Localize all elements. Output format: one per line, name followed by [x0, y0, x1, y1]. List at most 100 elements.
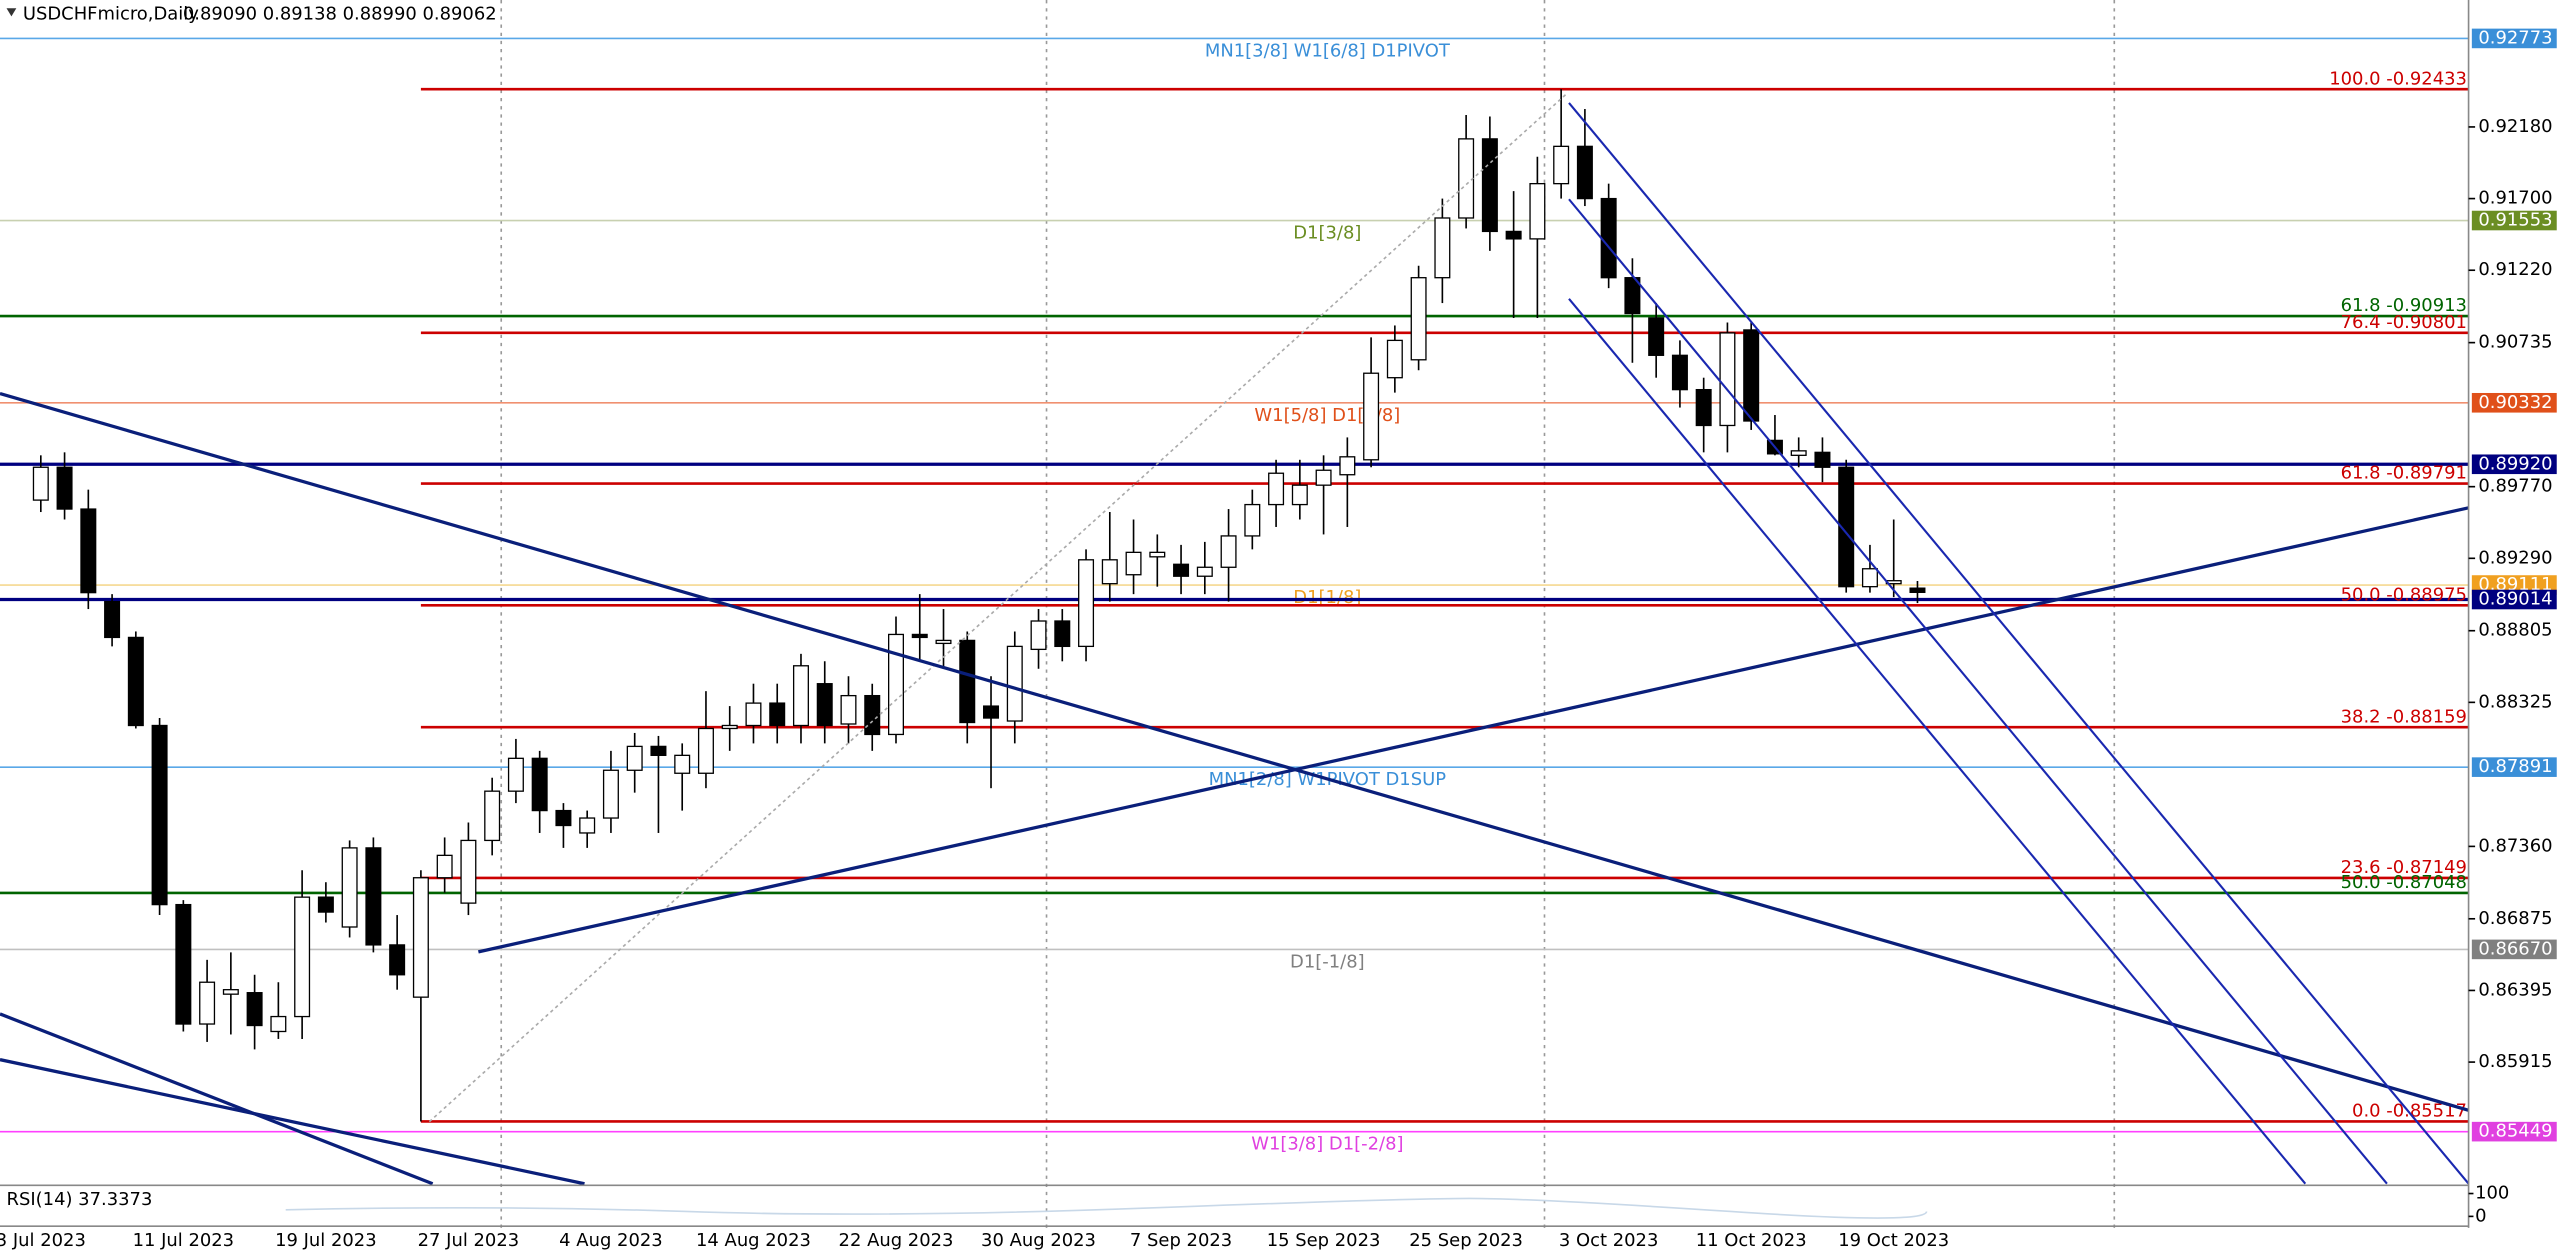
channel-line [1568, 102, 2470, 1185]
candle-body [294, 896, 311, 1018]
y-tick-label: 0.91220 [2478, 259, 2552, 280]
price-tag [2471, 454, 2557, 475]
candle-body [436, 854, 453, 879]
menu-icon [6, 8, 17, 17]
candle-body [531, 757, 548, 812]
y-tick-label: 0.87360 [2478, 835, 2552, 856]
candle-body [959, 639, 976, 724]
candle-body [626, 745, 643, 771]
channel-line [1568, 198, 2388, 1185]
candle-body [1814, 451, 1831, 468]
fib-label: 38.2 -0.88159 [2341, 706, 2467, 727]
y-tick-label: 0.89290 [2478, 547, 2552, 568]
x-tick-label: 15 Sep 2023 [1267, 1230, 1381, 1251]
candle-body [864, 694, 881, 736]
candle-body [1648, 317, 1665, 356]
fib-label: 76.4 -0.90801 [2341, 312, 2467, 333]
price-tag-label: 0.92773 [2478, 27, 2552, 48]
x-tick-label: 4 Aug 2023 [559, 1230, 663, 1251]
candle-body [1125, 551, 1142, 576]
fib-label: 61.8 -0.90913 [2341, 295, 2467, 316]
trendline [0, 1012, 434, 1186]
candle-body [1909, 587, 1926, 593]
candle-body [32, 466, 49, 501]
candle-body [199, 981, 216, 1025]
fib-label: 50.0 -0.88975 [2341, 585, 2467, 606]
candle-body [317, 896, 334, 913]
candle-body [983, 705, 1000, 719]
y-tick-label: 0.92180 [2478, 116, 2552, 137]
candle-body [1624, 277, 1641, 315]
candle-body [1196, 566, 1213, 577]
candle-body [1410, 277, 1427, 361]
candle-body [911, 633, 928, 639]
x-tick-label: 11 Jul 2023 [133, 1230, 235, 1251]
candle-body [1576, 145, 1593, 200]
y-tick-label: 0.88805 [2478, 620, 2552, 641]
candle-body [1078, 559, 1095, 648]
x-tick-label: 11 Oct 2023 [1696, 1230, 1807, 1251]
candle-body [365, 847, 382, 946]
x-tick-label: 19 Oct 2023 [1838, 1230, 1949, 1251]
candle-body [1434, 217, 1451, 279]
candle-body [1291, 484, 1308, 506]
ohlc-header: 0.89090 0.89138 0.88990 0.89062 [183, 4, 497, 25]
y-tick-label: 0.86875 [2478, 908, 2552, 929]
trendline [478, 506, 2469, 954]
candle-body [270, 1015, 287, 1033]
x-tick-label: 3 Oct 2023 [1559, 1230, 1658, 1251]
candle-body [1838, 466, 1855, 588]
trendlines [0, 92, 2470, 1186]
candle-body [1790, 450, 1807, 456]
candle-body [1149, 551, 1166, 558]
price-tag [2471, 392, 2557, 413]
fib-label: 23.6 -0.87149 [2341, 857, 2467, 878]
x-tick-label: 25 Sep 2023 [1409, 1230, 1523, 1251]
level-label: D1[-1/8] [1290, 951, 1365, 972]
x-tick-label: 19 Jul 2023 [275, 1230, 377, 1251]
candle-body [1743, 329, 1760, 422]
candle-body [1244, 503, 1261, 537]
candle-body [1339, 456, 1356, 476]
price-tag-label: 0.86670 [2478, 938, 2552, 959]
price-tag [2471, 1121, 2557, 1142]
price-tag [2471, 28, 2557, 49]
candle-body [555, 809, 572, 827]
price-tag [2471, 589, 2557, 610]
rsi-label: RSI(14) 37.3373 [7, 1189, 153, 1210]
y-tick-label: 0.89770 [2478, 476, 2552, 497]
candle-body [816, 683, 833, 727]
candle-body [935, 639, 952, 645]
rsi-line [285, 1197, 1928, 1219]
candle-body [341, 847, 358, 928]
candle-body [650, 745, 667, 756]
candle-body [1458, 138, 1475, 219]
candle-body [1481, 138, 1498, 233]
y-tick-label: 0.88325 [2478, 691, 2552, 712]
candle-body [1671, 354, 1688, 391]
candle-body [1173, 563, 1190, 577]
price-tag-label: 0.85449 [2478, 1121, 2552, 1142]
candle-body [674, 754, 691, 774]
level-label: MN1[3/8] W1[6/8] D1PIVOT [1205, 40, 1451, 61]
candle-body [1719, 332, 1736, 427]
candle-body [1268, 472, 1285, 506]
candle-body [151, 724, 168, 906]
candle-body [507, 757, 524, 792]
price-tag-label: 0.87891 [2478, 756, 2552, 777]
price-tag-label: 0.91553 [2478, 210, 2552, 231]
candle-body [484, 790, 501, 842]
candle-body [1386, 339, 1403, 379]
candle-body [460, 839, 477, 904]
candle-body [1006, 645, 1023, 722]
candle-body [222, 989, 239, 995]
y-tick-label: 0.86395 [2478, 979, 2552, 1000]
candle-body [1695, 388, 1712, 427]
trendline [0, 1058, 585, 1186]
rsi-tick-label: 100 [2475, 1183, 2509, 1204]
candle-body [1030, 620, 1047, 651]
price-tag [2471, 757, 2557, 777]
y-tick-label: 0.91700 [2478, 188, 2552, 209]
candle-body [80, 508, 97, 594]
